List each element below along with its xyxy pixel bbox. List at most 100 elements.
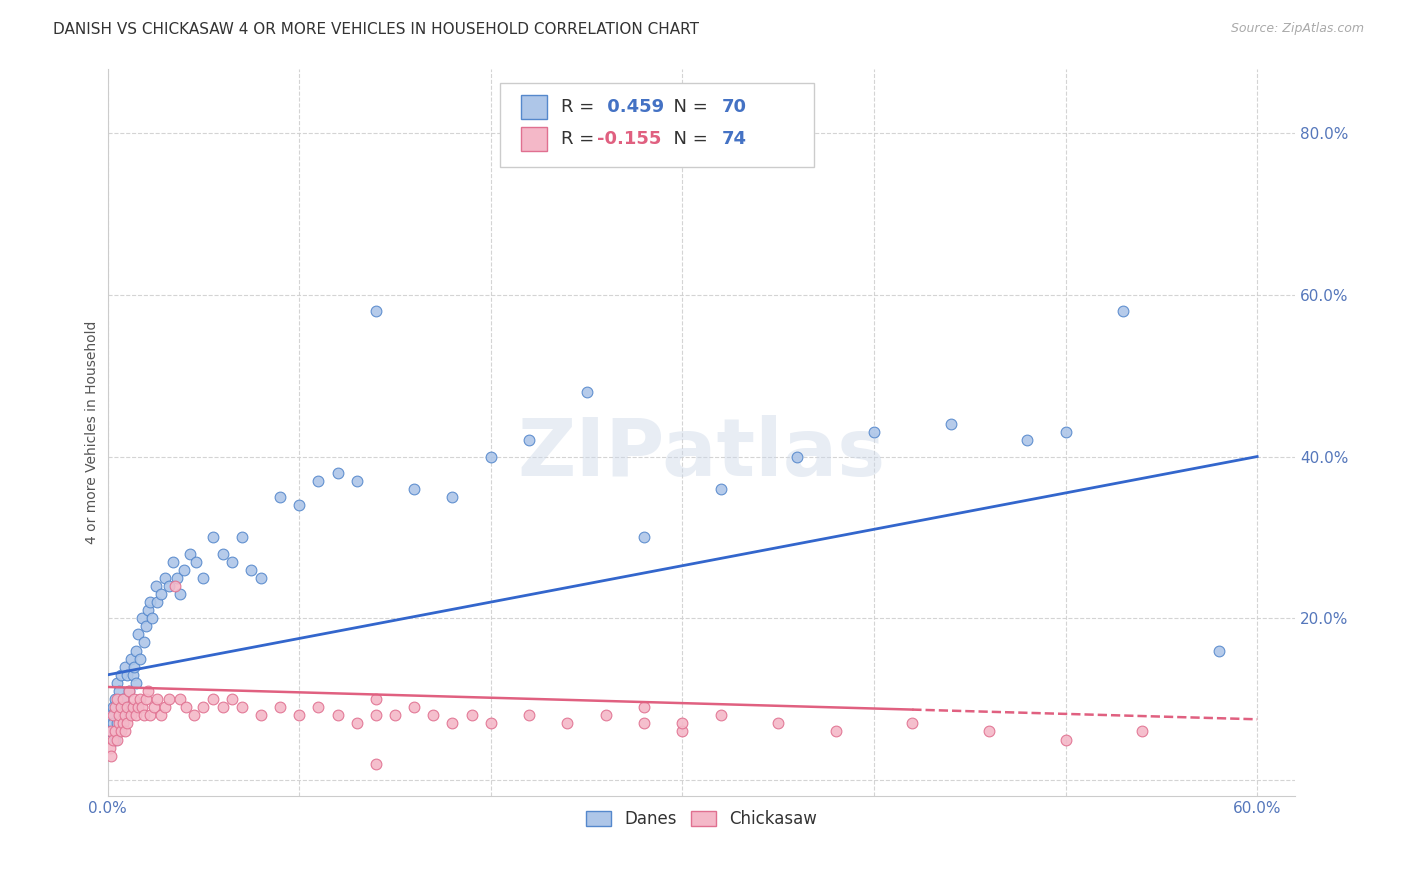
- Point: [179, 547, 201, 561]
- Point: [404, 482, 426, 496]
- Point: [120, 651, 142, 665]
- Point: [269, 490, 291, 504]
- Point: [364, 708, 387, 723]
- Point: [231, 530, 253, 544]
- Point: [121, 700, 143, 714]
- Point: [326, 466, 349, 480]
- Point: [575, 384, 598, 399]
- Point: [108, 716, 131, 731]
- Point: [163, 579, 186, 593]
- Point: [153, 700, 176, 714]
- Text: R =: R =: [561, 98, 600, 116]
- Point: [100, 724, 122, 739]
- Point: [441, 490, 464, 504]
- Point: [131, 700, 153, 714]
- Point: [118, 684, 141, 698]
- Point: [125, 676, 148, 690]
- Point: [422, 708, 444, 723]
- Point: [201, 692, 224, 706]
- Point: [103, 708, 125, 723]
- Point: [108, 684, 131, 698]
- Point: [103, 716, 125, 731]
- Point: [105, 732, 128, 747]
- Point: [633, 700, 655, 714]
- Point: [153, 571, 176, 585]
- Point: [240, 563, 263, 577]
- Point: [901, 716, 924, 731]
- Text: 74: 74: [721, 130, 747, 148]
- Point: [269, 700, 291, 714]
- Point: [288, 708, 311, 723]
- Point: [786, 450, 808, 464]
- Point: [479, 450, 502, 464]
- Point: [135, 619, 157, 633]
- Point: [118, 684, 141, 698]
- Point: [201, 530, 224, 544]
- Point: [307, 474, 329, 488]
- Point: [250, 571, 273, 585]
- Point: [124, 659, 146, 673]
- Text: 70: 70: [721, 98, 747, 116]
- Point: [184, 555, 207, 569]
- Point: [404, 700, 426, 714]
- Point: [111, 716, 134, 731]
- Point: [977, 724, 1000, 739]
- Point: [595, 708, 617, 723]
- Point: [1054, 425, 1077, 440]
- Point: [110, 724, 132, 739]
- Point: [231, 700, 253, 714]
- Point: [211, 547, 233, 561]
- Point: [103, 700, 125, 714]
- Point: [111, 692, 134, 706]
- Point: [364, 692, 387, 706]
- Point: [114, 708, 136, 723]
- Point: [346, 474, 368, 488]
- Point: [136, 603, 159, 617]
- Point: [183, 708, 205, 723]
- Point: [111, 716, 134, 731]
- Point: [131, 611, 153, 625]
- Point: [633, 530, 655, 544]
- Point: [1208, 643, 1230, 657]
- Point: [105, 676, 128, 690]
- Point: [120, 708, 142, 723]
- Point: [115, 708, 138, 723]
- Point: [115, 700, 138, 714]
- Point: [104, 732, 127, 747]
- Point: [479, 716, 502, 731]
- Point: [174, 700, 197, 714]
- Point: [173, 563, 195, 577]
- Point: [114, 700, 136, 714]
- Point: [150, 587, 173, 601]
- Point: [146, 692, 169, 706]
- Point: [104, 692, 127, 706]
- Text: 0.459: 0.459: [600, 98, 664, 116]
- Point: [100, 708, 122, 723]
- Point: [139, 595, 162, 609]
- Point: [108, 708, 131, 723]
- Point: [157, 579, 180, 593]
- Point: [105, 716, 128, 731]
- Point: [114, 659, 136, 673]
- Point: [824, 724, 846, 739]
- Point: [141, 611, 163, 625]
- Point: [1017, 434, 1039, 448]
- Text: DANISH VS CHICKASAW 4 OR MORE VEHICLES IN HOUSEHOLD CORRELATION CHART: DANISH VS CHICKASAW 4 OR MORE VEHICLES I…: [53, 22, 699, 37]
- Point: [104, 700, 127, 714]
- Point: [135, 692, 157, 706]
- Point: [124, 692, 146, 706]
- Point: [110, 700, 132, 714]
- Point: [132, 708, 155, 723]
- Point: [146, 595, 169, 609]
- Legend: Danes, Chickasaw: Danes, Chickasaw: [579, 804, 824, 835]
- Point: [221, 692, 243, 706]
- Point: [211, 700, 233, 714]
- Point: [710, 482, 733, 496]
- Point: [441, 716, 464, 731]
- Point: [157, 692, 180, 706]
- Point: [557, 716, 579, 731]
- Point: [139, 708, 162, 723]
- Point: [384, 708, 406, 723]
- Point: [125, 708, 148, 723]
- Point: [108, 724, 131, 739]
